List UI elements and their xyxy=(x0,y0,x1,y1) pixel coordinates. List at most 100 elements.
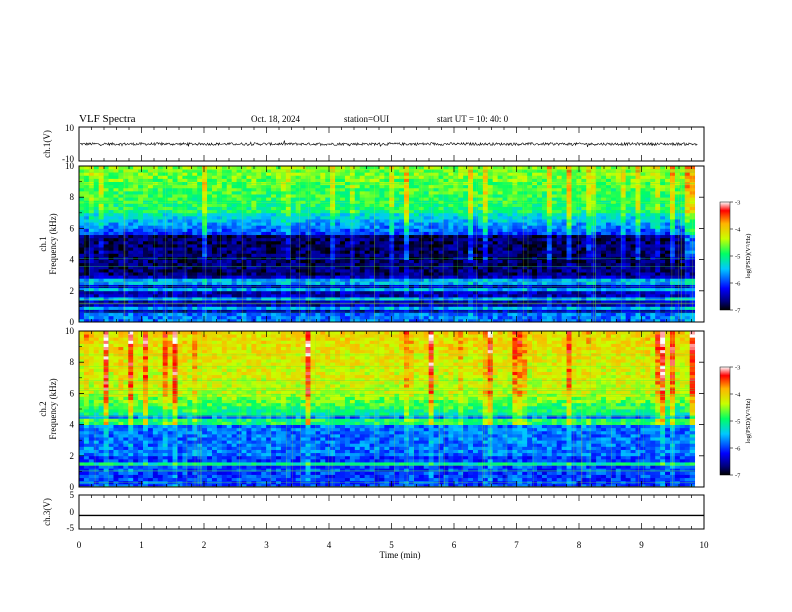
spectrogram-cell xyxy=(374,225,380,229)
spectrogram-cell xyxy=(487,228,494,232)
spectrogram-cell xyxy=(133,312,139,317)
spectrogram-cell xyxy=(384,200,390,204)
spectrogram-cell xyxy=(138,315,144,320)
spectrogram-cell xyxy=(468,281,474,285)
spectrogram-cell xyxy=(83,297,90,301)
spectrogram-cell xyxy=(192,234,198,239)
spectrogram-cell xyxy=(453,209,459,214)
spectrogram-cell xyxy=(379,275,385,279)
spectrogram-cell xyxy=(187,184,193,189)
spectrogram-cell xyxy=(152,190,159,195)
spectrogram-cell xyxy=(305,259,311,264)
spectrogram-cell xyxy=(374,244,380,248)
spectrogram-cell xyxy=(566,284,572,289)
spectrogram-cell xyxy=(477,240,484,245)
spectrogram-cell xyxy=(202,209,208,214)
spectrogram-cell xyxy=(404,225,410,229)
spectrogram-cell xyxy=(325,200,331,204)
spectrogram-cell xyxy=(202,272,208,276)
spectrogram-cell xyxy=(310,318,316,323)
spectrogram-cell xyxy=(364,231,370,236)
spectrogram-cell xyxy=(226,172,233,176)
spectrogram-cell xyxy=(123,190,129,195)
spectrogram-cell xyxy=(256,206,262,211)
spectrogram-cell xyxy=(138,275,144,279)
spectrogram-cell xyxy=(167,318,173,323)
spectrogram-cell xyxy=(276,209,282,214)
spectrogram-cell xyxy=(453,194,459,198)
spectrogram-cell xyxy=(502,312,508,317)
spectrogram-cell xyxy=(226,265,233,270)
spectrogram-cell xyxy=(266,222,272,226)
spectrogram-cell xyxy=(463,225,469,229)
spectrogram-cell xyxy=(143,225,149,229)
spectrogram-cell xyxy=(443,187,449,192)
spectrogram-cell xyxy=(251,190,257,195)
spectrogram-cell xyxy=(128,190,134,195)
spectrogram-cell xyxy=(556,312,563,317)
spectrogram-cell xyxy=(344,247,351,251)
spectrogram-cell xyxy=(152,219,159,223)
spectrogram-cell xyxy=(374,172,380,176)
spectrogram-cell xyxy=(271,209,277,214)
spectrogram-cell xyxy=(482,190,489,195)
spectrogram-cell xyxy=(315,284,321,289)
spectrogram-cell xyxy=(522,244,528,248)
spectrogram-cell xyxy=(468,300,474,304)
spectrogram-cell xyxy=(556,272,563,276)
spectrogram-cell xyxy=(463,247,469,251)
spectrogram-cell xyxy=(458,247,464,251)
spectrogram-cell xyxy=(502,309,508,314)
spectrogram-cell xyxy=(108,284,114,289)
spectrogram-cell xyxy=(93,225,100,229)
spectrogram-cell xyxy=(537,293,543,298)
spectrogram-cell xyxy=(276,203,282,207)
spectrogram-cell xyxy=(482,309,489,314)
spectrogram-cell xyxy=(290,290,297,295)
spectrogram-cell xyxy=(241,247,247,251)
spectrogram-cell xyxy=(108,231,114,236)
spectrogram-cell xyxy=(487,300,494,304)
spectrogram-cell xyxy=(216,219,223,223)
spectrogram-cell xyxy=(394,237,400,242)
spectrogram-cell xyxy=(546,272,553,276)
spectrogram-cell xyxy=(394,309,400,314)
spectrogram-cell xyxy=(271,244,277,248)
spectrogram-cell xyxy=(305,265,311,270)
spectrogram-cell xyxy=(147,234,154,239)
spectrogram-cell xyxy=(197,206,203,211)
spectrogram-cell xyxy=(261,166,267,170)
spectrogram-cell xyxy=(399,259,405,264)
spectrogram-cell xyxy=(192,265,198,270)
spectrogram-cell xyxy=(502,272,508,276)
spectrogram-cell xyxy=(187,200,193,204)
spectrogram-cell xyxy=(290,187,297,192)
spectrogram-cell xyxy=(147,222,154,226)
spectrogram-cell xyxy=(256,265,262,270)
spectrogram-cell xyxy=(477,190,484,195)
spectrogram-cell xyxy=(566,300,572,304)
spectrogram-cell xyxy=(310,275,316,279)
spectrogram-cell xyxy=(207,219,213,223)
spectrogram-cell xyxy=(384,275,390,279)
spectrogram-cell xyxy=(108,297,114,301)
spectrogram-cell xyxy=(83,281,90,285)
spectrogram-cell xyxy=(192,178,198,182)
spectrogram-cell xyxy=(443,272,449,276)
spectrogram-cell xyxy=(335,290,341,295)
spectrogram-cell xyxy=(418,166,425,170)
spectrogram-cell xyxy=(266,234,272,239)
spectrogram-cell xyxy=(187,172,193,176)
spectrogram-cell xyxy=(527,237,533,242)
spectrogram-cell xyxy=(374,293,380,298)
ch1-ytick-bottom: -10 xyxy=(62,154,74,164)
spectrogram-cell xyxy=(172,312,178,317)
spectrogram-cell xyxy=(143,303,149,307)
spectrogram-cell xyxy=(83,237,90,242)
spectrogram-cell xyxy=(512,178,518,182)
spectrogram-cell xyxy=(537,197,543,201)
spectrogram-cell xyxy=(216,184,223,189)
spectrogram-cell xyxy=(394,315,400,320)
spectrogram-cell xyxy=(236,290,242,295)
spectrogram-cell xyxy=(443,240,449,245)
